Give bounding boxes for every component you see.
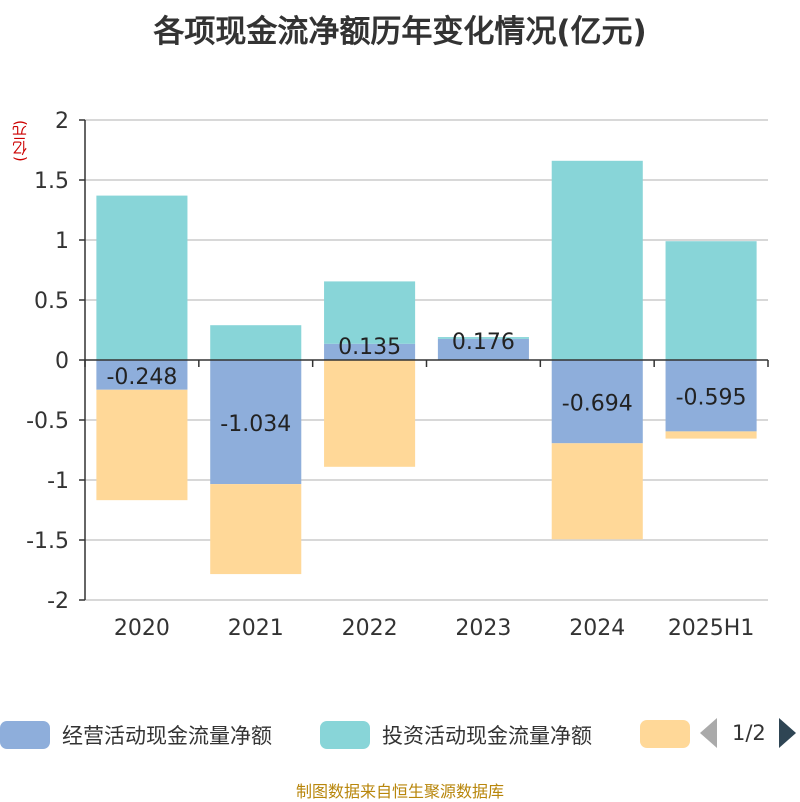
bar-segment-series-2[interactable] <box>210 484 302 575</box>
bar-segment-series-2[interactable] <box>324 360 416 467</box>
data-label: -1.034 <box>220 412 291 437</box>
y-tick-label: 1 <box>55 229 69 254</box>
legend-next-page-icon[interactable] <box>778 718 796 748</box>
legend-label-investing: 投资活动现金流量净额 <box>382 724 592 748</box>
bar-segment-series-1[interactable] <box>210 325 302 360</box>
data-label: -0.694 <box>562 392 633 417</box>
bar-segment-series-1[interactable] <box>437 337 529 339</box>
legend-item-operating[interactable]: 经营活动现金流量净额 <box>0 720 272 750</box>
legend-swatch-investing <box>320 721 370 749</box>
legend-item-third-series[interactable] <box>640 720 702 748</box>
source-footnote: 制图数据来自恒生聚源数据库 <box>295 782 504 801</box>
legend-pager: 1/2 <box>700 718 796 748</box>
x-tick-label: 2025H1 <box>668 616 755 641</box>
legend-page-indicator: 1/2 <box>732 721 766 745</box>
bar-segment-series-0[interactable] <box>665 360 757 432</box>
bar-segment-series-2[interactable] <box>551 443 643 540</box>
y-tick-label: -1 <box>47 469 69 494</box>
x-tick-label: 2022 <box>342 616 398 641</box>
bar-segment-series-1[interactable] <box>324 281 416 344</box>
y-tick-label: 0.5 <box>34 289 69 314</box>
y-tick-label: 0 <box>55 349 69 374</box>
legend-prev-page-icon[interactable] <box>700 718 717 748</box>
data-label: -0.595 <box>676 386 747 411</box>
y-tick-label: 2 <box>55 109 69 134</box>
x-tick-label: 2020 <box>114 616 170 641</box>
bar-segment-series-0[interactable] <box>210 360 302 485</box>
legend-swatch-operating <box>0 721 50 749</box>
bar-chart: 2 1.5 1 0.5 0 -0.5 -1 -1.5 -2 2020 2021 2022 2023 202… <box>26 109 769 641</box>
bar-segment-series-0[interactable] <box>324 343 416 360</box>
legend-swatch-third-series <box>640 720 690 748</box>
y-tick-label: -0.5 <box>26 409 69 434</box>
legend-label-operating: 经营活动现金流量净额 <box>62 724 272 748</box>
y-tick-label: -2 <box>47 589 69 614</box>
bar-segment-series-1[interactable] <box>96 195 188 360</box>
x-tick-label: 2023 <box>455 616 511 641</box>
bar-segment-series-0[interactable] <box>96 360 188 390</box>
x-tick-label: 2021 <box>228 616 284 641</box>
bar-segment-series-0[interactable] <box>437 338 529 360</box>
data-label: -0.248 <box>106 365 177 390</box>
bar-segment-series-1[interactable] <box>551 160 643 360</box>
y-tick-label: 1.5 <box>34 169 69 194</box>
x-tick-label: 2024 <box>569 616 625 641</box>
legend-item-investing[interactable]: 投资活动现金流量净额 <box>320 720 592 750</box>
bar-segment-series-1[interactable] <box>665 241 757 360</box>
bar-segment-series-2[interactable] <box>665 431 757 439</box>
bar-segment-series-2[interactable] <box>96 389 188 501</box>
y-tick-label: -1.5 <box>26 529 69 554</box>
chart-title: 各项现金流净额历年变化情况(亿元) <box>153 14 647 50</box>
bar-segment-series-0[interactable] <box>551 360 643 444</box>
data-label: 0.135 <box>338 335 401 360</box>
legend: 经营活动现金流量净额 投资活动现金流量净额 1/2 <box>0 712 800 756</box>
data-label: 0.176 <box>452 330 515 355</box>
